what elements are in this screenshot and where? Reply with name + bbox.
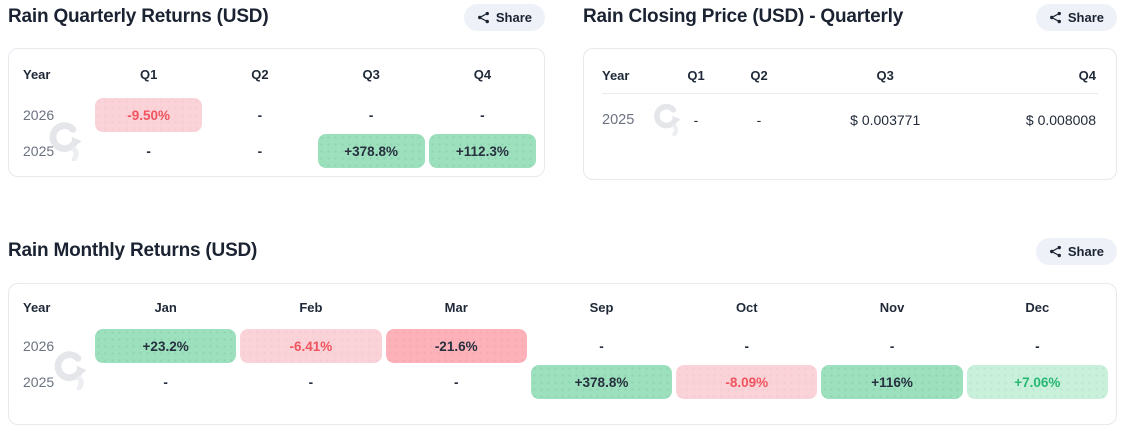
brand-watermark-icon [52,348,87,395]
closing-price-card: Year Q1 Q2 Q3 Q4 2025 - - $ 0.003771 $ 0… [583,48,1117,180]
column-header: Q4 [1078,67,1096,83]
column-header: Year [23,66,51,82]
monthly-returns-table: Year Jan Feb Mar Sep Oct Nov Dec 2026 +2… [9,284,1116,400]
share-icon [1049,245,1062,258]
return-cell: -6.41% [240,329,382,363]
column-header: Q3 [876,67,894,83]
return-cell: - [453,374,459,390]
monthly-returns-header: Rain Monthly Returns (USD) Share [8,237,1117,265]
return-cell: - [163,374,168,390]
share-button[interactable]: Share [463,3,545,31]
return-cell: - [257,143,263,159]
column-header: Dec [1025,299,1050,315]
year-label: 2026 [23,107,55,123]
quarterly-returns-card: Year Q1 Q2 Q3 Q4 2026 -9.50% - - - 2025 … [8,48,545,177]
return-cell: -9.50% [95,98,203,132]
year-label: 2025 [23,143,55,159]
column-header: Year [602,67,630,83]
column-header: Q3 [362,66,380,82]
return-cell: -8.09% [676,365,818,399]
share-button-label: Share [1067,9,1104,25]
brand-watermark-icon [47,119,82,166]
quarterly-returns-table: Year Q1 Q2 Q3 Q4 2026 -9.50% - - - 2025 … [9,49,544,169]
share-icon [477,11,490,24]
return-cell: +23.2% [95,329,237,363]
divider [602,93,1098,94]
share-button[interactable]: Share [1035,3,1117,31]
return-cell: - [257,107,263,123]
share-icon [1049,11,1062,24]
monthly-returns-card: Year Jan Feb Mar Sep Oct Nov Dec 2026 +2… [8,283,1117,425]
column-header: Q2 [251,66,269,82]
return-cell: - [368,107,374,123]
column-header: Q4 [473,66,492,82]
monthly-returns-section: Rain Monthly Returns (USD) Share Year Ja… [8,237,1117,425]
quarterly-returns-header: Rain Quarterly Returns (USD) Share [8,3,545,31]
return-cell: +378.8% [530,365,673,399]
return-cell: - [146,143,151,159]
closing-price-title: Rain Closing Price (USD) - Quarterly [583,6,904,27]
column-header: Nov [879,299,905,315]
column-header: Feb [299,299,323,315]
closing-price-table: Year Q1 Q2 Q3 Q4 2025 - - $ 0.003771 $ 0… [584,49,1116,146]
return-cell: - [480,107,485,123]
divider [15,322,1110,328]
return-cell: - [1035,338,1040,354]
quarterly-returns-section: Rain Quarterly Returns (USD) Share Year … [8,3,545,177]
return-cell: - [744,338,750,354]
share-button-label: Share [1067,243,1104,259]
return-cell: +112.3% [428,134,536,168]
year-label: 2025 [602,112,635,128]
monthly-returns-title: Rain Monthly Returns (USD) [8,240,258,261]
price-cell: $ 0.003771 [850,112,921,128]
price-cell: $ 0.008008 [1025,112,1096,128]
share-button-label: Share [495,9,532,25]
return-cell: +378.8% [317,134,425,168]
year-label: 2026 [23,338,55,354]
return-cell: +7.06% [966,365,1108,399]
column-header: Q1 [687,67,705,83]
column-header: Year [23,299,51,315]
column-header: Sep [589,299,614,315]
return-cell: - [889,338,895,354]
quarterly-returns-title: Rain Quarterly Returns (USD) [8,6,269,27]
column-header: Oct [735,299,758,315]
return-cell: - [308,374,314,390]
price-cell: - [693,112,699,128]
closing-price-section: Rain Closing Price (USD) - Quarterly Sha… [583,3,1117,180]
return-cell: -21.6% [385,329,527,363]
return-cell: - [599,338,604,354]
closing-price-header: Rain Closing Price (USD) - Quarterly Sha… [583,3,1117,31]
divider [15,91,538,97]
year-label: 2025 [23,374,55,390]
share-button[interactable]: Share [1035,237,1117,265]
return-cell: +116% [821,365,963,399]
column-header: Q2 [750,67,768,83]
brand-watermark-icon [652,101,681,141]
column-header: Jan [154,299,177,315]
column-header: Q1 [139,66,158,82]
column-header: Mar [444,299,468,315]
price-cell: - [756,112,762,128]
